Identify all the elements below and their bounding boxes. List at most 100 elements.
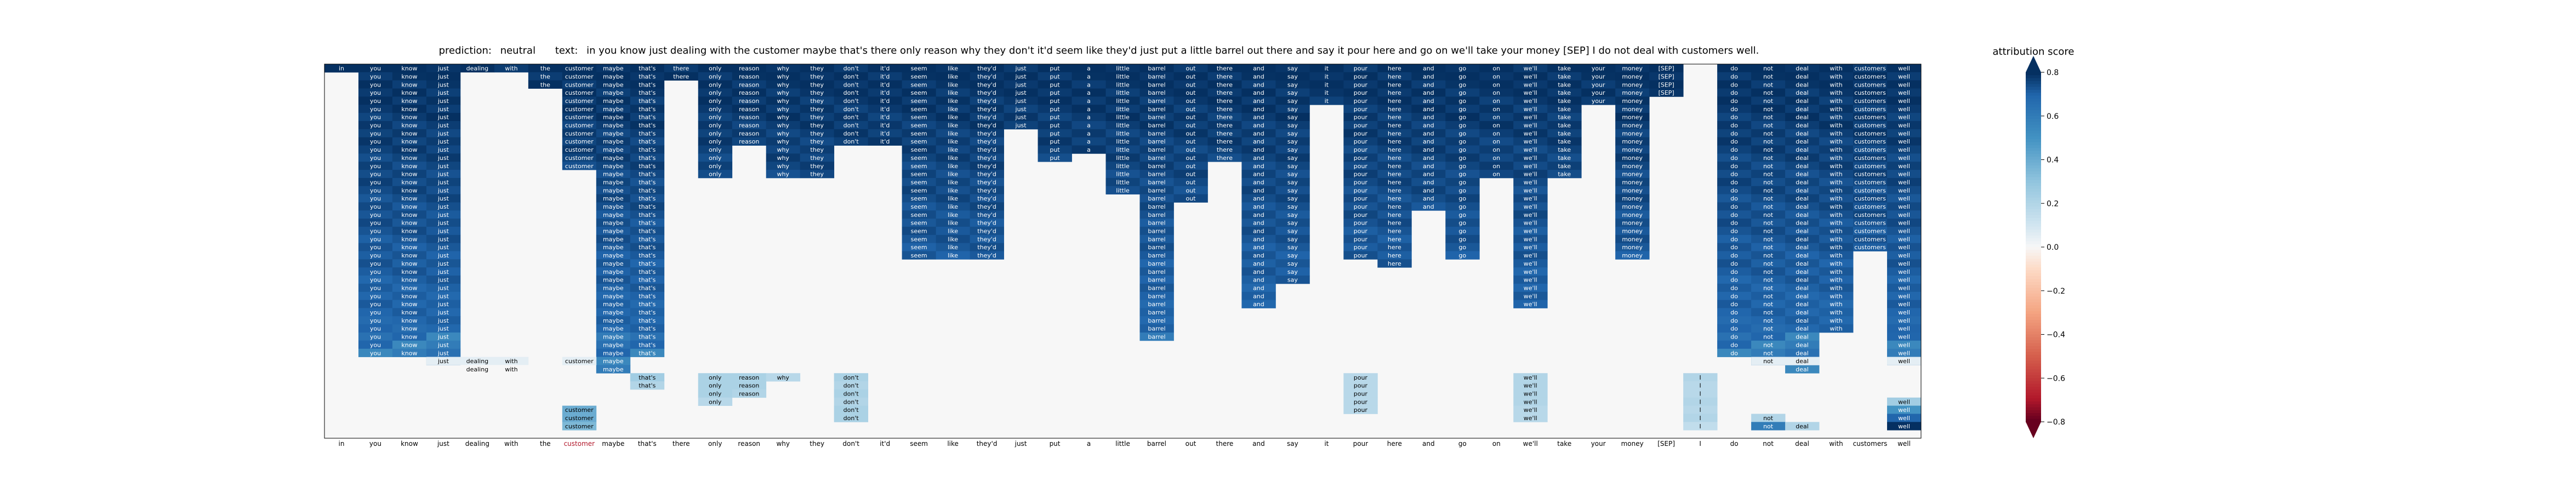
heatmap-cell bbox=[834, 96, 869, 105]
colorbar-segment bbox=[2026, 186, 2041, 190]
heatmap-cell-label: seem bbox=[911, 163, 927, 170]
heatmap-cell-label: take bbox=[1558, 65, 1571, 72]
heatmap-cell bbox=[358, 300, 393, 308]
heatmap-cell bbox=[1751, 121, 1786, 130]
heatmap-cell-label: deal bbox=[1796, 65, 1809, 72]
heatmap-cell bbox=[698, 145, 733, 154]
heatmap-cell-label: know bbox=[401, 187, 417, 194]
heatmap-cell bbox=[1241, 96, 1276, 105]
heatmap-cell bbox=[1615, 88, 1650, 97]
heatmap-cell bbox=[1411, 194, 1446, 203]
heatmap-cell-label: just bbox=[1015, 73, 1027, 80]
heatmap-cell-label: deal bbox=[1796, 106, 1809, 113]
colorbar-segment bbox=[2026, 343, 2041, 347]
heatmap-cell-label: don't bbox=[844, 138, 859, 145]
colorbar-segment bbox=[2026, 145, 2041, 149]
heatmap-cell bbox=[630, 129, 665, 138]
heatmap-cell bbox=[596, 348, 631, 357]
heatmap-cell bbox=[1445, 251, 1480, 260]
heatmap-cell-label: customers bbox=[1854, 154, 1886, 162]
heatmap-cell-label: why bbox=[777, 98, 789, 105]
heatmap-cell-label: with bbox=[1830, 81, 1842, 88]
heatmap-cell bbox=[1785, 251, 1820, 260]
heatmap-cell-label: just bbox=[1015, 81, 1027, 88]
heatmap-cell-label: and bbox=[1253, 81, 1264, 88]
heatmap-cell bbox=[358, 96, 393, 105]
heatmap-cell-label: we'll bbox=[1524, 301, 1537, 308]
heatmap-cell bbox=[1139, 291, 1174, 300]
heatmap-cell-label: it bbox=[1325, 89, 1329, 96]
heatmap-cell-label: just bbox=[437, 260, 449, 267]
heatmap-cell-label: money bbox=[1622, 81, 1643, 88]
heatmap-cell-label: do bbox=[1730, 195, 1738, 202]
heatmap-cell-label: deal bbox=[1796, 366, 1809, 373]
heatmap-cell-label: deal bbox=[1796, 211, 1809, 219]
heatmap-cell bbox=[970, 80, 1004, 89]
colorbar-tick-label: 0.6 bbox=[2047, 112, 2059, 121]
heatmap-cell-label: money bbox=[1622, 187, 1643, 194]
heatmap-cell bbox=[596, 170, 631, 179]
colorbar-segment bbox=[2026, 98, 2041, 102]
heatmap-cell-label: on bbox=[1492, 122, 1500, 129]
heatmap-cell bbox=[902, 145, 937, 154]
heatmap-cell-label: little bbox=[1116, 89, 1130, 96]
heatmap-cell bbox=[596, 129, 631, 138]
heatmap-cell-label: know bbox=[401, 309, 417, 316]
heatmap-cell-label: barrel bbox=[1148, 211, 1165, 219]
heatmap-cell-label: reason bbox=[739, 81, 759, 88]
heatmap-cell bbox=[1853, 202, 1888, 211]
heatmap-cell-label: and bbox=[1423, 138, 1434, 145]
heatmap-cell bbox=[1343, 113, 1378, 122]
heatmap-cell bbox=[392, 153, 427, 162]
heatmap-cell bbox=[970, 251, 1004, 260]
heatmap-cell-label: seem bbox=[911, 81, 927, 88]
heatmap-cell-label: know bbox=[401, 81, 417, 88]
heatmap-cell bbox=[596, 88, 631, 97]
heatmap-cell bbox=[936, 129, 970, 138]
heatmap-cell-label: with bbox=[1830, 179, 1842, 186]
heatmap-cell-label: money bbox=[1622, 106, 1643, 113]
heatmap-cell bbox=[358, 72, 393, 81]
heatmap-cell bbox=[936, 72, 970, 81]
heatmap-cell bbox=[1038, 72, 1072, 81]
heatmap-cell-label: take bbox=[1558, 73, 1571, 80]
heatmap-cell-label: a bbox=[1087, 130, 1091, 137]
heatmap-cell bbox=[358, 170, 393, 179]
heatmap-cell bbox=[1038, 105, 1072, 113]
heatmap-cell-label: why bbox=[777, 154, 789, 162]
heatmap-cell bbox=[596, 145, 631, 154]
heatmap-cell-label: deal bbox=[1796, 98, 1809, 105]
heatmap-cell bbox=[1513, 397, 1548, 406]
heatmap-cell bbox=[1547, 105, 1582, 113]
heatmap-cell-label: barrel bbox=[1148, 268, 1165, 276]
heatmap-cell-label: go bbox=[1458, 179, 1466, 186]
colorbar-segment bbox=[2026, 340, 2041, 344]
heatmap-cell bbox=[1513, 64, 1548, 73]
heatmap-cell-label: on bbox=[1492, 146, 1500, 153]
heatmap-cell-label: deal bbox=[1796, 187, 1809, 194]
heatmap-cell-label: just bbox=[437, 358, 449, 365]
heatmap-cell-label: money bbox=[1622, 195, 1643, 202]
heatmap-cell bbox=[1819, 170, 1854, 179]
heatmap-cell-label: not bbox=[1763, 89, 1774, 96]
heatmap-cell-label: put bbox=[1050, 65, 1060, 72]
colorbar-segment bbox=[2026, 215, 2041, 219]
heatmap-cell-label: customers bbox=[1854, 73, 1886, 80]
heatmap-cell-label: maybe bbox=[603, 236, 624, 243]
heatmap-cell-label: we'll bbox=[1524, 390, 1537, 397]
heatmap-cell-label: out bbox=[1186, 114, 1196, 121]
heatmap-cell-label: do bbox=[1730, 98, 1738, 105]
heatmap-cell-label: and bbox=[1253, 220, 1264, 227]
heatmap-cell-label: they'd bbox=[977, 236, 996, 243]
heatmap-cell-label: and bbox=[1253, 228, 1264, 235]
heatmap-cell-label: we'll bbox=[1524, 73, 1537, 80]
colorbar-label: attribution score bbox=[1993, 46, 2075, 58]
heatmap-cell-label: take bbox=[1558, 114, 1571, 121]
heatmap-cell-label: well bbox=[1898, 122, 1910, 129]
heatmap-cell-label: barrel bbox=[1148, 154, 1165, 162]
heatmap-cell-label: barrel bbox=[1148, 179, 1165, 186]
heatmap-cell-label: deal bbox=[1796, 268, 1809, 276]
heatmap-cell bbox=[1785, 80, 1820, 89]
title-text-value: in you know just dealing with the custom… bbox=[586, 45, 1759, 56]
heatmap-cell-label: and bbox=[1253, 203, 1264, 210]
